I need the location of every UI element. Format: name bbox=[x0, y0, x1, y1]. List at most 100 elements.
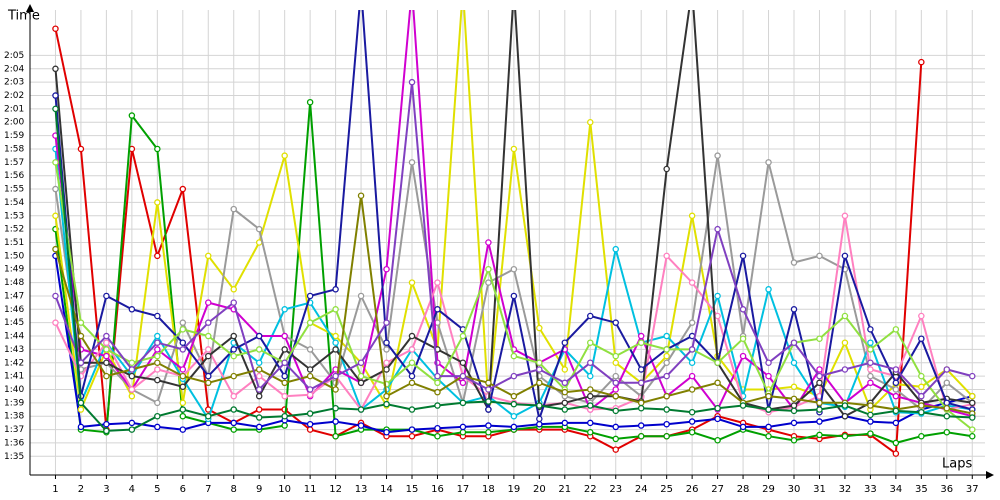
x-axis-title: Laps bbox=[942, 457, 972, 472]
point bbox=[154, 252, 161, 260]
x-tick-label: 16 bbox=[431, 484, 444, 495]
point bbox=[841, 212, 849, 220]
y-tick-label: 1:53 bbox=[4, 211, 24, 221]
y-tick-label: 1:41 bbox=[4, 372, 24, 382]
point bbox=[867, 379, 874, 387]
point bbox=[306, 292, 314, 300]
point bbox=[510, 412, 518, 420]
point bbox=[306, 420, 314, 428]
point bbox=[52, 319, 59, 326]
point bbox=[154, 346, 161, 353]
point bbox=[179, 426, 187, 433]
point bbox=[714, 312, 721, 320]
y-tick-label: 1:46 bbox=[4, 305, 24, 315]
point bbox=[714, 292, 721, 300]
point bbox=[179, 185, 187, 193]
point bbox=[103, 346, 110, 353]
point bbox=[561, 339, 569, 346]
point bbox=[790, 437, 798, 444]
point bbox=[637, 379, 645, 387]
point bbox=[332, 372, 339, 380]
point bbox=[383, 359, 390, 367]
point bbox=[434, 424, 441, 432]
point bbox=[205, 352, 212, 360]
point bbox=[332, 418, 339, 425]
point bbox=[154, 339, 161, 346]
point bbox=[383, 346, 390, 353]
point bbox=[816, 406, 823, 413]
point bbox=[790, 306, 798, 313]
point bbox=[332, 339, 339, 346]
point bbox=[790, 395, 798, 403]
point bbox=[459, 399, 467, 407]
point bbox=[306, 372, 314, 380]
point bbox=[765, 432, 772, 440]
y-tick-label: 1:52 bbox=[4, 225, 24, 235]
point bbox=[154, 366, 161, 373]
point bbox=[459, 379, 467, 387]
point bbox=[587, 428, 594, 436]
point bbox=[332, 346, 339, 353]
point bbox=[332, 432, 339, 440]
point bbox=[306, 426, 314, 433]
point bbox=[434, 402, 441, 409]
point bbox=[281, 332, 288, 340]
point bbox=[561, 406, 569, 413]
point bbox=[688, 346, 696, 353]
point bbox=[357, 422, 365, 429]
point bbox=[128, 386, 136, 393]
point bbox=[408, 332, 416, 340]
point bbox=[587, 372, 594, 380]
y-tick-label: 1:42 bbox=[4, 358, 24, 368]
point bbox=[255, 392, 263, 400]
point bbox=[841, 402, 849, 409]
point bbox=[52, 92, 59, 99]
point bbox=[205, 332, 212, 340]
point bbox=[816, 335, 823, 342]
point bbox=[77, 406, 85, 413]
point bbox=[637, 399, 645, 407]
point bbox=[408, 372, 416, 380]
point bbox=[969, 432, 976, 440]
point bbox=[459, 428, 467, 436]
point bbox=[510, 400, 518, 408]
point bbox=[536, 324, 543, 332]
point bbox=[205, 346, 212, 353]
x-tick-label: 36 bbox=[940, 484, 953, 495]
x-tick-label: 19 bbox=[507, 484, 520, 495]
point bbox=[637, 332, 645, 340]
point bbox=[867, 411, 874, 419]
point bbox=[459, 359, 467, 367]
y-tick-label: 1:48 bbox=[4, 278, 24, 288]
point bbox=[306, 346, 314, 353]
x-tick-label: 35 bbox=[915, 484, 928, 495]
point bbox=[816, 372, 823, 380]
point bbox=[154, 312, 161, 320]
y-tick-label: 1:50 bbox=[4, 251, 24, 261]
point bbox=[357, 192, 365, 199]
point bbox=[434, 379, 441, 387]
point bbox=[357, 372, 365, 380]
y-tick-label: 2:04 bbox=[4, 64, 24, 74]
point bbox=[281, 306, 288, 313]
point bbox=[841, 366, 849, 373]
point bbox=[892, 379, 900, 387]
y-tick-label: 1:35 bbox=[4, 452, 24, 462]
point bbox=[714, 379, 721, 387]
point bbox=[943, 412, 951, 420]
point bbox=[688, 428, 696, 436]
point bbox=[587, 392, 594, 400]
point bbox=[918, 58, 925, 66]
point bbox=[103, 359, 110, 367]
point bbox=[306, 391, 314, 399]
x-tick-label: 21 bbox=[558, 484, 571, 495]
point bbox=[816, 399, 823, 407]
point bbox=[587, 386, 594, 393]
point bbox=[892, 392, 900, 400]
x-tick-label: 5 bbox=[154, 484, 160, 495]
point bbox=[918, 312, 925, 320]
point bbox=[739, 306, 747, 313]
point bbox=[52, 292, 59, 300]
point bbox=[816, 431, 823, 439]
